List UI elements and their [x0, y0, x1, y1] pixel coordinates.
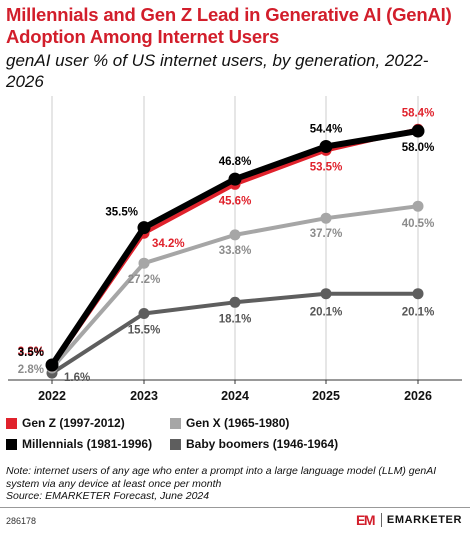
- brand-separator: [380, 513, 382, 527]
- legend: Gen Z (1997-2012) Gen X (1965-1980) Mill…: [6, 414, 464, 456]
- data-label-gen-x-2026: 40.5%: [402, 218, 435, 230]
- chart-notes: Note: internet users of any age who ente…: [6, 465, 464, 503]
- line-chart: 2022 2023 2024 2025 2026 3.3% 34.2% 45.6% 53.5% 5…: [8, 96, 462, 403]
- data-label-gen-x-2023: 27.2%: [128, 274, 161, 286]
- data-label-gen-z-2024: 45.6%: [219, 195, 252, 207]
- data-label-millennials-2024: 46.8%: [219, 156, 252, 168]
- note-text: Note: internet users of any age who ente…: [6, 465, 437, 490]
- data-label-gen-x-2022: 2.8%: [18, 364, 44, 376]
- point-millennials-2025: [319, 140, 333, 153]
- data-label-gen-x-2024: 33.8%: [219, 245, 252, 257]
- source-text: Source: EMARKETER Forecast, June 2024: [6, 490, 210, 502]
- data-label-gen-z-2023: 34.2%: [152, 238, 185, 250]
- point-millennials-2023: [137, 221, 151, 235]
- point-gen-x-2024: [229, 229, 241, 241]
- legend-label-gen-x: Gen X (1965-1980): [186, 416, 290, 430]
- point-millennials-2026: [411, 124, 425, 138]
- point-gen-x-2025: [320, 212, 332, 224]
- point-millennials-2022: [45, 358, 59, 372]
- x-tick-label-2024: 2024: [221, 389, 249, 403]
- data-label-gen-z-2022: 3.3%: [18, 346, 44, 358]
- data-label-millennials-2026: 58.0%: [402, 142, 435, 154]
- legend-label-baby-boomers: Baby boomers (1946-1964): [186, 437, 339, 451]
- point-millennials-2024: [228, 172, 242, 186]
- legend-swatch-millennials: [6, 438, 17, 450]
- legend-item-gen-x: Gen X (1965-1980): [170, 416, 289, 430]
- legend-label-millennials: Millennials (1981-1996): [22, 437, 153, 451]
- x-tick-label-2026: 2026: [404, 389, 432, 403]
- chart-title: Millennials and Gen Z Lead in Generative…: [6, 4, 452, 47]
- data-label-baby-boomers-2026: 20.1%: [402, 307, 435, 319]
- emarketer-logo-icon: EM: [356, 513, 376, 527]
- legend-swatch-gen-x: [170, 417, 181, 429]
- data-label-gen-z-2026: 58.4%: [402, 107, 435, 119]
- brand: EM EMARKETER: [356, 513, 462, 527]
- x-tick-label-2025: 2025: [312, 389, 340, 403]
- x-tick-label-2022: 2022: [38, 389, 66, 403]
- data-label-gen-z-2025: 53.5%: [310, 161, 343, 173]
- legend-swatch-baby-boomers: [170, 438, 181, 450]
- data-label-gen-x-2025: 37.7%: [310, 228, 343, 240]
- point-baby-boomers-2024: [229, 296, 241, 308]
- footer: 286178 EM EMARKETER: [0, 507, 470, 534]
- brand-name: EMARKETER: [386, 514, 462, 526]
- x-tick-label-2023: 2023: [130, 389, 158, 403]
- legend-label-gen-z: Gen Z (1997-2012): [22, 416, 125, 430]
- point-baby-boomers-2026: [412, 288, 424, 300]
- data-label-millennials-2025: 54.4%: [310, 124, 343, 136]
- legend-item-baby-boomers: Baby boomers (1946-1964): [170, 437, 338, 451]
- data-label-millennials-2023: 35.5%: [105, 207, 138, 219]
- data-label-baby-boomers-2022: 1.6%: [64, 372, 90, 384]
- point-gen-x-2026: [412, 200, 424, 212]
- legend-item-millennials: Millennials (1981-1996): [6, 437, 152, 451]
- data-label-baby-boomers-2023: 15.5%: [128, 325, 161, 337]
- legend-item-gen-z: Gen Z (1997-2012): [6, 416, 125, 430]
- chart-subtitle: genAI user % of US internet users, by ge…: [6, 51, 429, 91]
- point-baby-boomers-2023: [138, 308, 150, 319]
- legend-swatch-gen-z: [6, 417, 17, 429]
- point-gen-x-2023: [138, 257, 150, 269]
- data-label-baby-boomers-2024: 18.1%: [219, 313, 252, 325]
- logo-text: EM: [356, 513, 375, 527]
- data-label-baby-boomers-2025: 20.1%: [310, 307, 343, 319]
- chart-id: 286178: [6, 516, 37, 526]
- data-label-millennials-2022: 3.5%: [18, 347, 44, 359]
- point-baby-boomers-2025: [320, 288, 332, 300]
